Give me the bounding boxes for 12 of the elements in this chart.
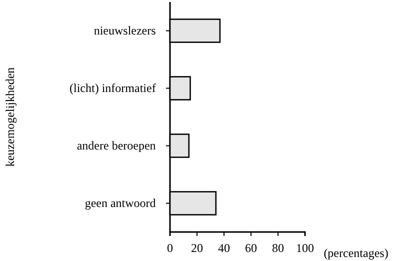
x-tick-label: 0 [167, 241, 173, 256]
y-axis-title: keuzemogelijkheden [3, 67, 17, 167]
y-tick-label: geen antwoord [84, 196, 156, 210]
x-axis-title: (percentages) [324, 246, 388, 260]
y-tick-label: (licht) informatief [70, 81, 156, 96]
x-tick-label: 60 [245, 241, 257, 256]
y-tick-label: andere beroepen [76, 138, 156, 153]
x-tick-label: 100 [296, 241, 314, 256]
x-tick-label: 40 [218, 241, 230, 256]
x-tick-label: 80 [272, 241, 284, 256]
x-tick-label: 20 [191, 241, 203, 256]
y-tick-label: nieuwslezers [94, 24, 156, 38]
